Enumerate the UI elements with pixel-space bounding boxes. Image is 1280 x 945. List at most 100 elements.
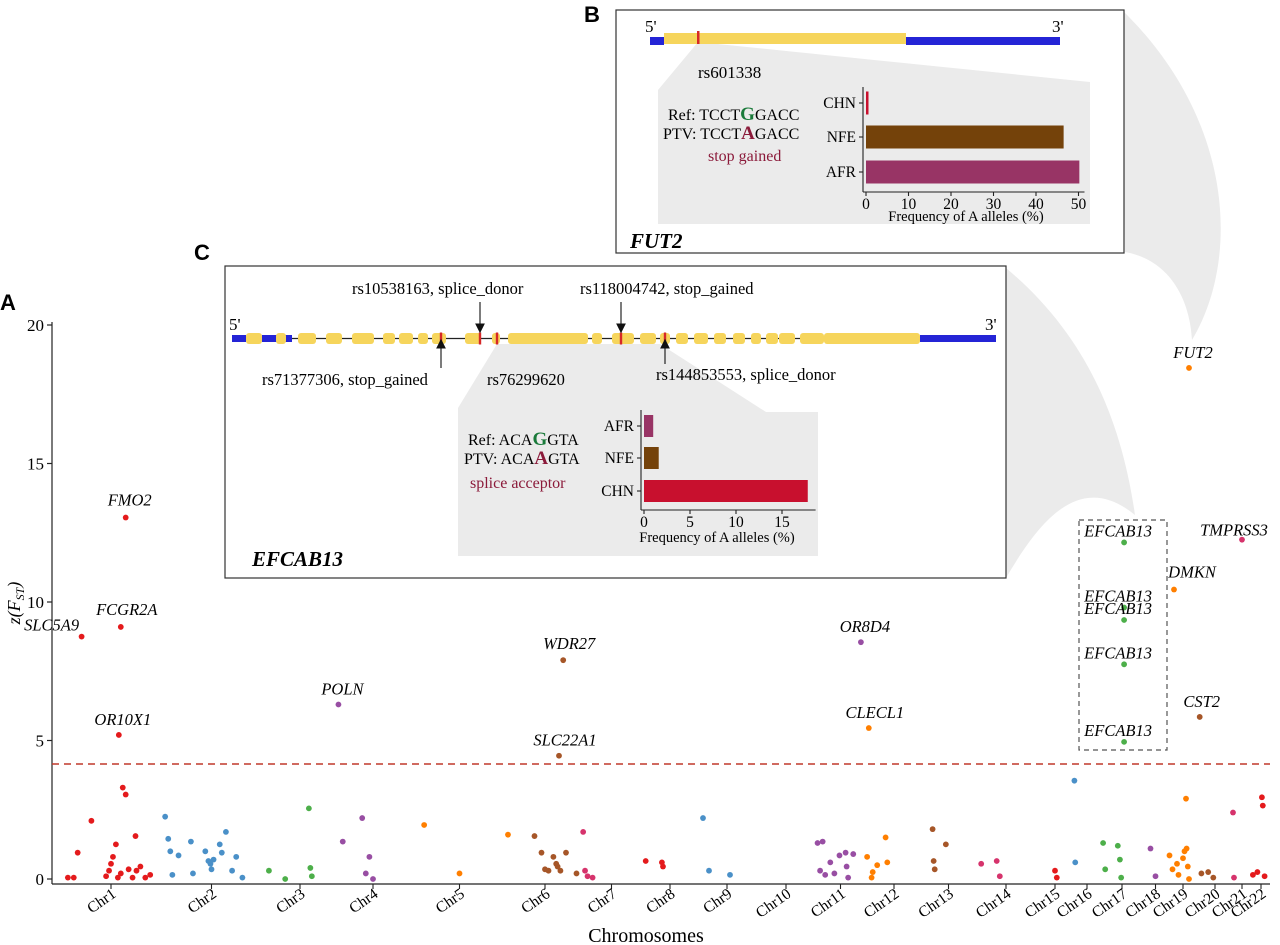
efcab13-exon <box>246 333 262 344</box>
efcab13-variant-mark <box>439 332 443 345</box>
efcab13-3utr <box>920 335 996 342</box>
data-point <box>239 874 246 881</box>
gene-label: EFCAB13 <box>1083 521 1152 540</box>
gene-label: POLN <box>320 679 364 698</box>
efcab13-consequence: splice acceptor <box>470 475 566 492</box>
data-point <box>1100 840 1106 846</box>
data-point <box>1254 869 1261 875</box>
data-point <box>175 852 182 859</box>
data-point <box>582 867 588 874</box>
efcab13-ref-label: Ref: <box>468 432 499 449</box>
data-point <box>874 862 881 869</box>
data-point <box>335 701 342 708</box>
bar-category-label: AFR <box>826 164 857 181</box>
x-tick-label: Chr6 <box>518 885 553 917</box>
gene-label: OR8D4 <box>840 617 890 636</box>
gene-label: TMPRSS3 <box>1200 521 1268 540</box>
efcab13-exon <box>326 333 342 344</box>
bar-x-tick-label: 30 <box>986 196 1002 213</box>
gene-label: EFCAB13 <box>1083 587 1152 606</box>
bar-nfe <box>866 125 1064 149</box>
bar-x-tick-label: 5 <box>686 514 694 531</box>
efcab13-exon <box>592 333 602 344</box>
fut2-gene-model <box>650 31 1060 45</box>
data-point <box>216 841 223 848</box>
data-point <box>1121 539 1127 546</box>
x-tick-label: Chr5 <box>433 885 468 917</box>
efcab13-ptv-post: GTA <box>548 451 580 468</box>
efcab13-ref-allele: G <box>532 429 547 450</box>
efcab13-exon <box>383 333 395 344</box>
arrow-head <box>475 323 485 334</box>
fut2-variant-mark <box>697 31 700 44</box>
efcab13-exon <box>766 333 778 344</box>
data-point <box>642 858 649 864</box>
panel-letter-b: B <box>584 2 600 27</box>
y-tick-label: 5 <box>36 732 45 751</box>
callout-wedge-fut2 <box>1122 10 1221 340</box>
data-point <box>142 874 149 881</box>
data-point <box>147 871 154 878</box>
fut2-gene-name: FUT2 <box>629 229 683 253</box>
y-tick-label: 15 <box>27 455 44 474</box>
data-point <box>1205 869 1212 875</box>
data-point <box>1231 874 1237 881</box>
x-tick-label: Chr17 <box>1089 885 1131 921</box>
data-point <box>223 829 229 835</box>
data-point <box>1114 842 1121 849</box>
data-point <box>1121 604 1127 611</box>
data-point <box>122 514 129 521</box>
x-tick-label: Chr9 <box>700 885 735 917</box>
x-tick-label: Chr16 <box>1054 885 1096 921</box>
fut2-consequence: stop gained <box>708 148 781 165</box>
x-tick-label: Chr3 <box>273 885 308 917</box>
data-point <box>117 870 124 877</box>
data-point <box>266 867 272 874</box>
bar-chn <box>644 480 808 502</box>
x-tick-label: Chr4 <box>346 885 381 917</box>
efcab13-exon <box>298 333 316 344</box>
data-point <box>167 848 174 855</box>
data-point <box>1250 871 1256 878</box>
data-point <box>884 859 891 866</box>
efcab13-variant-label: rs76299620 <box>487 370 565 389</box>
data-point <box>188 838 194 845</box>
bar-x-tick-label: 10 <box>728 514 744 531</box>
arrow-head <box>436 338 446 349</box>
gene-label: CLECL1 <box>845 703 904 722</box>
data-point <box>538 849 545 856</box>
data-point <box>931 866 938 873</box>
efcab13-variant-mark <box>495 332 499 345</box>
gene-label: EFCAB13 <box>1083 721 1152 740</box>
efcab13-ptv-label: PTV: <box>464 451 501 468</box>
fut2-variant-id: rs601338 <box>698 63 761 82</box>
data-point <box>836 852 843 859</box>
data-point <box>1072 859 1079 866</box>
fut2-5utr <box>650 37 664 45</box>
data-point <box>370 876 376 882</box>
data-point <box>119 784 126 791</box>
data-point <box>421 822 428 828</box>
data-point <box>556 752 562 759</box>
fut2-ptv-allele: A <box>741 123 755 144</box>
data-point <box>864 853 871 860</box>
fut2-ref-label: Ref: <box>668 107 699 124</box>
efcab13-ptv-seq: PTV: ACAAGTA <box>464 448 580 469</box>
y-ticks: 0 5 10 15 20 <box>27 316 52 889</box>
data-point <box>359 815 366 821</box>
gene-label: DMKN <box>1167 563 1217 582</box>
x-tick-label: Chr7 <box>585 885 620 917</box>
data-point <box>1259 794 1265 801</box>
data-point <box>700 815 706 821</box>
data-point <box>1186 365 1192 371</box>
data-point <box>1052 867 1058 874</box>
efcab13-exon <box>399 333 413 344</box>
data-point <box>137 863 144 870</box>
fut2-ptv-pre: TCCT <box>700 126 741 143</box>
data-point <box>1174 860 1180 867</box>
data-point <box>706 867 712 874</box>
fut2-three-prime: 3' <box>1052 17 1064 36</box>
data-point <box>929 826 936 833</box>
efcab13-bar-xlabel: Frequency of A alleles (%) <box>639 530 795 546</box>
data-point <box>229 867 236 874</box>
